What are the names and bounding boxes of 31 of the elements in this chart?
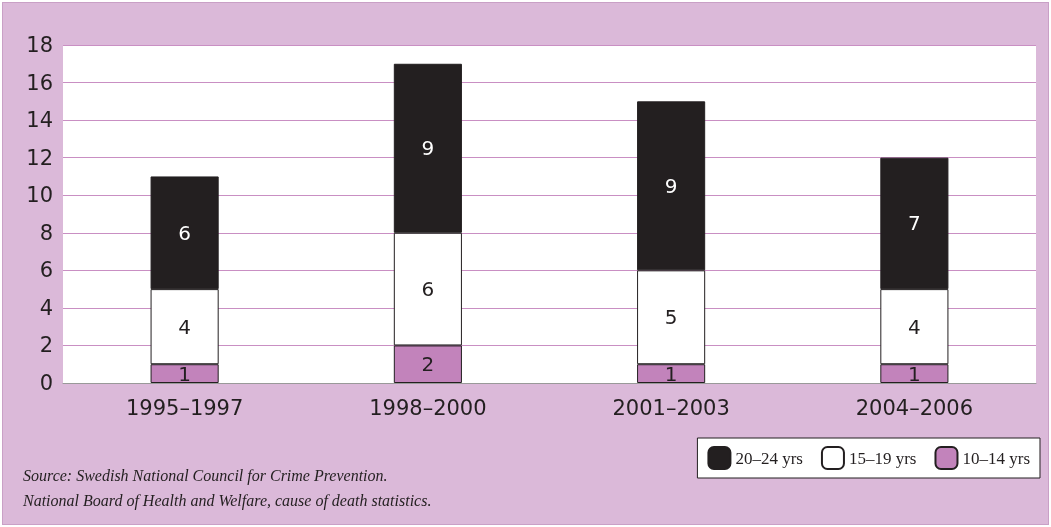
text: National Board of Health and Welfare, cause of death statistics.	[23, 492, 432, 510]
data-label: 6	[178, 220, 191, 245]
y-tick-label: 12	[26, 145, 53, 170]
x-tick-label: 2001–2003	[612, 395, 730, 420]
x-tick-label: 2004–2006	[855, 395, 974, 420]
data-label: 5	[664, 305, 678, 330]
x-tick-label: 1995–1997	[125, 395, 244, 420]
y-tick-label: 4	[39, 295, 53, 320]
data-label: 4	[178, 314, 191, 339]
data-label: 7	[908, 211, 921, 236]
data-label: 1	[908, 361, 921, 386]
y-tick-label: 18	[26, 33, 53, 57]
data-label: 2	[421, 352, 435, 377]
x-tick-label: 1998–2000	[369, 395, 487, 420]
y-tick-label: 8	[39, 220, 53, 245]
data-label: 1	[178, 361, 191, 386]
data-label: 1	[664, 361, 678, 386]
source-note: Source: Swedish National Council for Crime Prevention.	[23, 467, 388, 485]
y-tick-label: 10	[26, 183, 53, 208]
y-tick-label: 0	[39, 371, 53, 395]
y-tick-label: 14	[26, 108, 53, 133]
legend-label: 10–14 yrs	[962, 448, 1030, 468]
y-tick-label: 2	[39, 333, 53, 358]
y-tick-label: 16	[26, 70, 53, 95]
legend-label: 20–24 yrs	[735, 448, 803, 468]
data-label: 9	[421, 136, 435, 161]
data-label: 4	[908, 314, 921, 339]
legend-label: 15–19 yrs	[848, 448, 917, 468]
data-label: 9	[664, 173, 678, 198]
data-label: 6	[421, 277, 435, 302]
y-tick-label: 6	[39, 258, 53, 283]
